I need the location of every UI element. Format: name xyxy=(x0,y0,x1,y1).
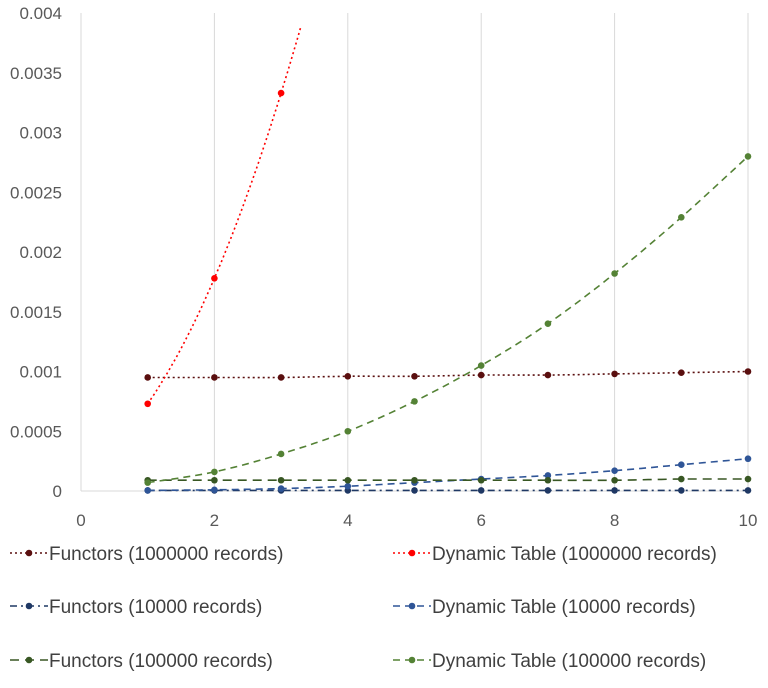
legend-swatch-marker xyxy=(408,549,416,557)
x-tick-label: 6 xyxy=(476,511,485,530)
legend-item: Functors (10000 records) xyxy=(10,597,262,618)
y-axis-tick-labels: 0 0.0005 0.001 0.0015 0.002 0.0025 0.003 0.0035… xyxy=(10,4,62,501)
data-point xyxy=(477,362,485,369)
x-tick-label: 8 xyxy=(610,511,619,530)
legend-label: Dynamic Table (100000 records) xyxy=(432,651,706,672)
x-axis-tick-labels: 0 2 4 6 8 10 xyxy=(76,511,757,530)
data-point xyxy=(277,374,285,381)
y-tick-label: 0.0015 xyxy=(10,303,62,322)
data-point xyxy=(411,487,418,494)
legend-item: Functors (1000000 records) xyxy=(10,544,283,565)
data-point xyxy=(611,476,618,484)
legend-swatch-marker xyxy=(408,602,416,610)
data-point xyxy=(144,374,151,381)
data-point xyxy=(477,371,485,379)
data-point xyxy=(544,487,552,494)
vertical-gridlines xyxy=(80,13,749,491)
legend-label: Functors (100000 records) xyxy=(49,651,273,672)
series-5 xyxy=(144,153,752,486)
data-point xyxy=(277,450,285,458)
x-tick-label: 10 xyxy=(739,511,758,530)
data-point xyxy=(144,479,151,486)
legend-item: Functors (100000 records) xyxy=(10,651,273,672)
x-tick-label: 2 xyxy=(210,511,219,530)
data-point xyxy=(144,487,151,494)
y-tick-label: 0.002 xyxy=(19,243,62,262)
legend-label: Dynamic Table (1000000 records) xyxy=(432,544,717,565)
series-line xyxy=(147,155,749,484)
y-tick-label: 0.004 xyxy=(19,4,62,23)
x-tick-label: 4 xyxy=(343,511,352,530)
data-point xyxy=(477,476,485,484)
series-1 xyxy=(144,25,302,408)
y-tick-label: 0.003 xyxy=(19,124,62,143)
y-tick-label: 0.0005 xyxy=(10,422,62,441)
data-point xyxy=(611,467,618,474)
data-point xyxy=(678,475,685,483)
legend-swatch-marker xyxy=(25,549,33,557)
data-point xyxy=(611,270,618,277)
data-point xyxy=(211,476,218,484)
data-point xyxy=(744,487,752,494)
data-point xyxy=(211,274,218,282)
data-point xyxy=(678,214,685,221)
legend-item: Dynamic Table (10000 records) xyxy=(393,597,696,618)
data-point xyxy=(144,400,151,408)
data-point xyxy=(344,372,352,380)
legend-swatch-marker xyxy=(25,602,33,610)
legend-item: Dynamic Table (1000000 records) xyxy=(393,544,717,565)
data-point xyxy=(344,482,352,490)
data-point xyxy=(744,153,752,160)
legend-label: Dynamic Table (10000 records) xyxy=(432,597,696,618)
data-point xyxy=(211,468,218,476)
data-point xyxy=(211,374,218,381)
legend-label: Functors (10000 records) xyxy=(49,597,262,618)
data-point xyxy=(744,475,752,483)
data-point xyxy=(277,89,285,97)
series-line xyxy=(147,25,302,405)
series-line xyxy=(147,478,749,482)
data-point xyxy=(411,476,418,484)
y-tick-label: 0.0025 xyxy=(10,183,62,202)
series-layer xyxy=(144,25,752,494)
data-point xyxy=(344,427,352,435)
data-point xyxy=(678,461,685,469)
series-line xyxy=(147,370,749,379)
data-point xyxy=(277,476,285,484)
data-point xyxy=(611,487,618,494)
data-point xyxy=(277,485,285,492)
y-tick-label: 0.0035 xyxy=(10,64,62,83)
data-point xyxy=(678,487,685,494)
series-2 xyxy=(144,487,752,494)
y-tick-label: 0 xyxy=(53,482,62,501)
data-point xyxy=(744,455,752,463)
legend-swatch-marker xyxy=(25,656,33,664)
legend-swatch-marker xyxy=(408,656,416,664)
data-point xyxy=(411,372,418,380)
data-point xyxy=(611,370,618,378)
data-point xyxy=(544,320,552,328)
legend-label: Functors (1000000 records) xyxy=(49,544,283,565)
data-point xyxy=(477,487,485,494)
data-point xyxy=(544,476,552,484)
y-tick-label: 0.001 xyxy=(19,363,62,382)
data-point xyxy=(744,368,752,375)
data-point xyxy=(678,369,685,376)
data-point xyxy=(544,472,552,479)
legend: Functors (1000000 records) Dynamic Table … xyxy=(10,544,717,672)
x-tick-label: 0 xyxy=(76,511,85,530)
series-0 xyxy=(144,368,752,381)
data-point xyxy=(211,486,218,494)
legend-item: Dynamic Table (100000 records) xyxy=(393,651,706,672)
data-point xyxy=(411,398,418,405)
series-line xyxy=(147,457,749,492)
data-point xyxy=(544,371,552,379)
series-3 xyxy=(144,455,752,494)
data-point xyxy=(344,476,352,484)
series-4 xyxy=(144,475,752,484)
